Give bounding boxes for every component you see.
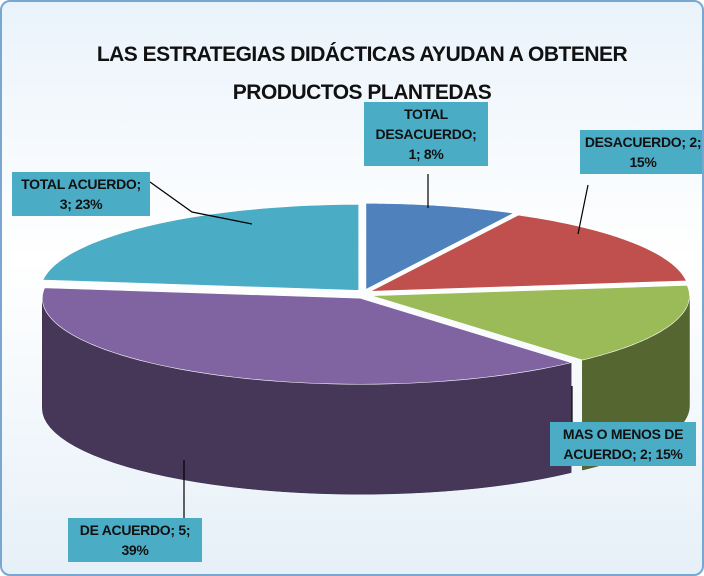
slice bbox=[41, 287, 573, 385]
data-label: MAS O MENOS DE ACUERDO; 2; 15% bbox=[550, 422, 696, 466]
leader-line bbox=[149, 181, 253, 225]
data-label: TOTAL DESACUERDO; 1; 8% bbox=[364, 102, 488, 166]
data-label: DE ACUERDO; 5; 39% bbox=[68, 518, 202, 562]
leader-line bbox=[577, 184, 589, 235]
chart-title: LAS ESTRATEGIAS DIDÁCTICAS AYUDAN A OBTE… bbox=[96, 43, 628, 104]
slice bbox=[371, 285, 690, 361]
data-label: TOTAL ACUERDO; 3; 23% bbox=[12, 172, 150, 216]
slice bbox=[370, 214, 687, 292]
slice bbox=[42, 204, 359, 291]
data-label: DESACUERDO; 2; 15% bbox=[580, 130, 702, 174]
slice bbox=[365, 203, 515, 290]
